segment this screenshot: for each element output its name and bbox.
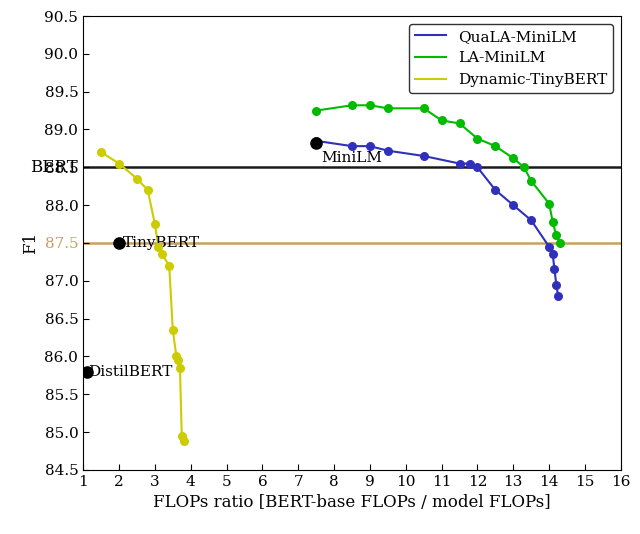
- Point: [551, 231, 561, 240]
- Point: [419, 104, 429, 113]
- Point: [544, 199, 554, 208]
- Point: [436, 116, 447, 124]
- Point: [383, 146, 393, 155]
- Point: [553, 292, 563, 300]
- Point: [114, 159, 124, 168]
- Point: [179, 437, 189, 445]
- Point: [472, 135, 483, 143]
- Point: [96, 148, 106, 156]
- Point: [150, 220, 160, 229]
- Text: DistilBERT: DistilBERT: [88, 365, 173, 379]
- Point: [154, 242, 164, 251]
- Point: [551, 280, 561, 289]
- Point: [383, 104, 393, 113]
- Text: TinyBERT: TinyBERT: [124, 236, 200, 250]
- Point: [82, 367, 92, 376]
- Point: [490, 186, 500, 194]
- Point: [419, 152, 429, 160]
- Point: [549, 265, 559, 274]
- Point: [508, 201, 518, 209]
- Point: [555, 239, 565, 247]
- Point: [548, 250, 558, 258]
- Point: [175, 364, 185, 372]
- Point: [172, 352, 182, 360]
- Point: [132, 175, 142, 183]
- Point: [508, 154, 518, 162]
- Point: [311, 106, 321, 115]
- Point: [143, 186, 153, 194]
- Point: [548, 217, 558, 226]
- Point: [177, 431, 187, 440]
- X-axis label: FLOPs ratio [BERT-base FLOPs / model FLOPs]: FLOPs ratio [BERT-base FLOPs / model FLO…: [153, 494, 551, 512]
- Point: [472, 163, 483, 171]
- Point: [311, 137, 321, 145]
- Point: [544, 242, 554, 251]
- Point: [168, 326, 178, 334]
- Legend: QuaLA-MiniLM, LA-MiniLM, Dynamic-TinyBERT: QuaLA-MiniLM, LA-MiniLM, Dynamic-TinyBER…: [409, 23, 613, 93]
- Point: [164, 261, 174, 270]
- Text: BERT: BERT: [30, 159, 78, 176]
- Point: [490, 142, 500, 151]
- Point: [519, 163, 529, 171]
- Point: [173, 356, 183, 365]
- Point: [347, 101, 357, 109]
- Point: [114, 239, 124, 247]
- Point: [526, 177, 536, 185]
- Point: [365, 142, 375, 151]
- Point: [311, 139, 321, 147]
- Point: [157, 250, 167, 258]
- Y-axis label: F1: F1: [22, 232, 39, 254]
- Point: [454, 159, 465, 168]
- Point: [347, 142, 357, 151]
- Point: [454, 119, 465, 128]
- Point: [526, 216, 536, 224]
- Point: [465, 159, 476, 168]
- Point: [365, 101, 375, 109]
- Text: MiniLM: MiniLM: [321, 151, 383, 164]
